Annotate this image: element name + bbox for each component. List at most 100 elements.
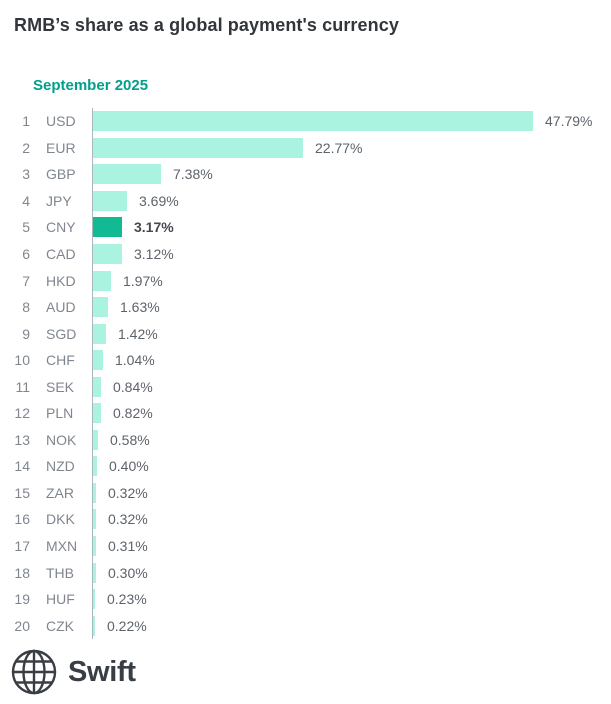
bar-area: 0.82% bbox=[92, 400, 611, 427]
bar-area: 0.22% bbox=[92, 612, 611, 639]
value-label: 0.22% bbox=[107, 617, 147, 634]
value-label: 1.97% bbox=[123, 272, 163, 289]
currency-code: AUD bbox=[46, 299, 76, 316]
bar bbox=[93, 482, 96, 503]
rank-label: 12 bbox=[14, 405, 30, 422]
currency-code: EUR bbox=[46, 139, 76, 156]
chart-row: 19 HUF 0.23% bbox=[0, 585, 611, 613]
currency-code: CZK bbox=[46, 617, 74, 634]
bar-area: 47.79% bbox=[92, 108, 611, 135]
bar-area: 3.17% bbox=[92, 214, 611, 241]
currency-code: NOK bbox=[46, 431, 77, 448]
rank-label: 7 bbox=[22, 272, 30, 289]
bar-area: 7.38% bbox=[92, 161, 611, 188]
value-label: 0.82% bbox=[113, 405, 153, 422]
value-label: 3.17% bbox=[134, 219, 174, 236]
bar bbox=[93, 562, 96, 583]
rank-label: 4 bbox=[22, 192, 30, 209]
bar-area: 0.84% bbox=[92, 373, 611, 401]
value-label: 0.58% bbox=[110, 431, 150, 448]
bar bbox=[93, 350, 103, 371]
value-label: 0.40% bbox=[109, 458, 149, 475]
rank-label: 14 bbox=[14, 458, 30, 475]
chart-row: 8 AUD 1.63% bbox=[0, 293, 611, 321]
currency-code: JPY bbox=[46, 192, 72, 209]
bar-area: 0.23% bbox=[92, 585, 611, 613]
chart-row: 10 CHF 1.04% bbox=[0, 346, 611, 374]
bar bbox=[93, 403, 101, 424]
bar-area: 1.63% bbox=[92, 293, 611, 321]
bar bbox=[93, 137, 303, 158]
chart-subtitle: September 2025 bbox=[33, 77, 149, 94]
rank-label: 5 bbox=[22, 219, 30, 236]
value-label: 0.84% bbox=[113, 378, 153, 395]
chart-row: 2 EUR 22.77% bbox=[0, 134, 611, 162]
bar-area: 0.30% bbox=[92, 559, 611, 586]
currency-code: CNY bbox=[46, 219, 76, 236]
bar-highlight bbox=[93, 217, 122, 238]
chart-row: 13 NOK 0.58% bbox=[0, 426, 611, 454]
bar bbox=[93, 244, 122, 264]
value-label: 1.04% bbox=[115, 352, 155, 369]
rank-label: 16 bbox=[14, 511, 30, 528]
value-label: 0.31% bbox=[108, 538, 148, 555]
currency-code: MXN bbox=[46, 538, 78, 555]
value-label: 47.79% bbox=[545, 113, 593, 130]
bar bbox=[93, 111, 533, 132]
chart-row: 9 SGD 1.42% bbox=[0, 320, 611, 347]
value-label: 22.77% bbox=[315, 139, 363, 156]
currency-code: GBP bbox=[46, 166, 76, 183]
chart-row: 3 GBP 7.38% bbox=[0, 161, 611, 188]
value-label: 3.69% bbox=[139, 192, 179, 209]
page-title: RMB’s share as a global payment's curren… bbox=[14, 15, 399, 35]
chart-row: 15 ZAR 0.32% bbox=[0, 479, 611, 507]
currency-code: SGD bbox=[46, 325, 77, 342]
chart-row: 18 THB 0.30% bbox=[0, 559, 611, 586]
bar-area: 22.77% bbox=[92, 134, 611, 162]
bar bbox=[93, 190, 127, 211]
bar-area: 3.12% bbox=[92, 240, 611, 268]
chart-row: 6 CAD 3.12% bbox=[0, 240, 611, 268]
currency-code: HKD bbox=[46, 272, 76, 289]
chart-row: 20 CZK 0.22% bbox=[0, 612, 611, 639]
bar-area: 1.97% bbox=[92, 267, 611, 294]
bar bbox=[93, 323, 106, 344]
currency-code: CHF bbox=[46, 352, 75, 369]
currency-code: DKK bbox=[46, 511, 75, 528]
chart-row: 17 MXN 0.31% bbox=[0, 532, 611, 560]
value-label: 1.63% bbox=[120, 299, 160, 316]
bar bbox=[93, 297, 108, 318]
bar-area: 0.32% bbox=[92, 506, 611, 533]
currency-code: SEK bbox=[46, 378, 75, 395]
bar bbox=[93, 536, 96, 557]
bar-area: 3.69% bbox=[92, 187, 611, 215]
bar bbox=[93, 615, 95, 636]
bar-area: 1.04% bbox=[92, 346, 611, 374]
bar bbox=[93, 376, 101, 397]
currency-code: ZAR bbox=[46, 484, 74, 501]
value-label: 0.32% bbox=[108, 484, 148, 501]
bar bbox=[93, 509, 96, 530]
chart-row: 11 SEK 0.84% bbox=[0, 373, 611, 401]
bar-area: 0.40% bbox=[92, 453, 611, 480]
chart-row: 7 HKD 1.97% bbox=[0, 267, 611, 294]
bar bbox=[93, 456, 97, 477]
bar bbox=[93, 270, 111, 291]
chart-row: 5 CNY 3.17% bbox=[0, 214, 611, 241]
rank-label: 15 bbox=[14, 484, 30, 501]
currency-code: PLN bbox=[46, 405, 74, 422]
value-label: 0.32% bbox=[108, 511, 148, 528]
bar bbox=[93, 589, 95, 610]
currency-code: NZD bbox=[46, 458, 75, 475]
rank-label: 10 bbox=[14, 352, 30, 369]
chart-row: 14 NZD 0.40% bbox=[0, 453, 611, 480]
rank-label: 19 bbox=[14, 591, 30, 608]
bar bbox=[93, 164, 161, 185]
value-label: 7.38% bbox=[173, 166, 213, 183]
bar bbox=[93, 429, 98, 450]
rank-label: 18 bbox=[14, 564, 30, 581]
rank-label: 9 bbox=[22, 325, 30, 342]
rank-label: 3 bbox=[22, 166, 30, 183]
chart-row: 12 PLN 0.82% bbox=[0, 400, 611, 427]
globe-grid-icon bbox=[11, 649, 57, 695]
